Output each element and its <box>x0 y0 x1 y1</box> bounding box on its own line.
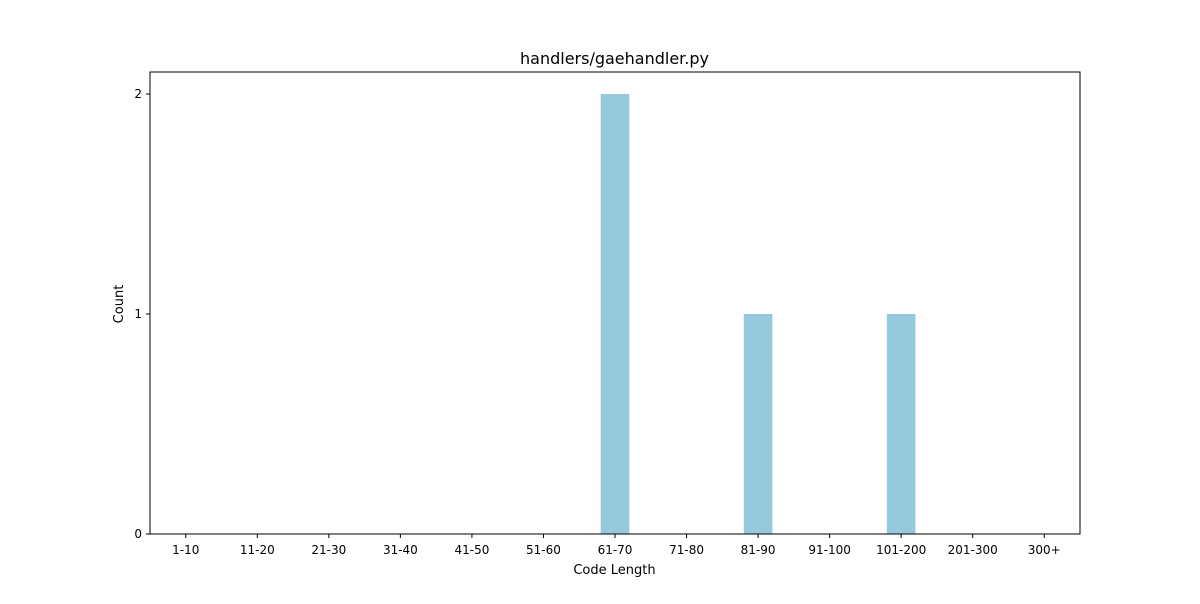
y-tick-label: 1 <box>134 307 142 321</box>
y-axis-label: Count <box>112 285 127 324</box>
y-axis-ticks: 0 1 2 <box>134 87 150 541</box>
chart-title: handlers/gaehandler.py <box>520 49 709 68</box>
x-axis-ticks: 1-10 11-20 21-30 31-40 41-50 51-60 61-70 71-80 8… <box>172 534 1061 557</box>
x-tick-label: 51-60 <box>526 543 561 557</box>
x-tick-label: 201-300 <box>948 543 998 557</box>
x-tick-label: 71-80 <box>669 543 704 557</box>
x-tick-label: 61-70 <box>598 543 633 557</box>
bar-101-200 <box>886 314 916 534</box>
y-tick-label: 2 <box>134 87 142 101</box>
bar-81-90 <box>743 314 773 534</box>
x-tick-label: 41-50 <box>454 543 489 557</box>
x-tick-label: 81-90 <box>741 543 776 557</box>
x-tick-label: 101-200 <box>876 543 926 557</box>
x-tick-label: 1-10 <box>172 543 199 557</box>
bars-layer <box>600 94 916 534</box>
x-tick-label: 31-40 <box>383 543 418 557</box>
y-tick-label: 0 <box>134 527 142 541</box>
x-tick-label: 11-20 <box>240 543 275 557</box>
x-tick-label: 21-30 <box>311 543 346 557</box>
plot-frame <box>149 71 1081 535</box>
x-axis-label: Code Length <box>573 563 655 578</box>
x-tick-label: 91-100 <box>808 543 851 557</box>
bar-61-70 <box>600 94 630 534</box>
x-tick-label: 300+ <box>1028 543 1061 557</box>
